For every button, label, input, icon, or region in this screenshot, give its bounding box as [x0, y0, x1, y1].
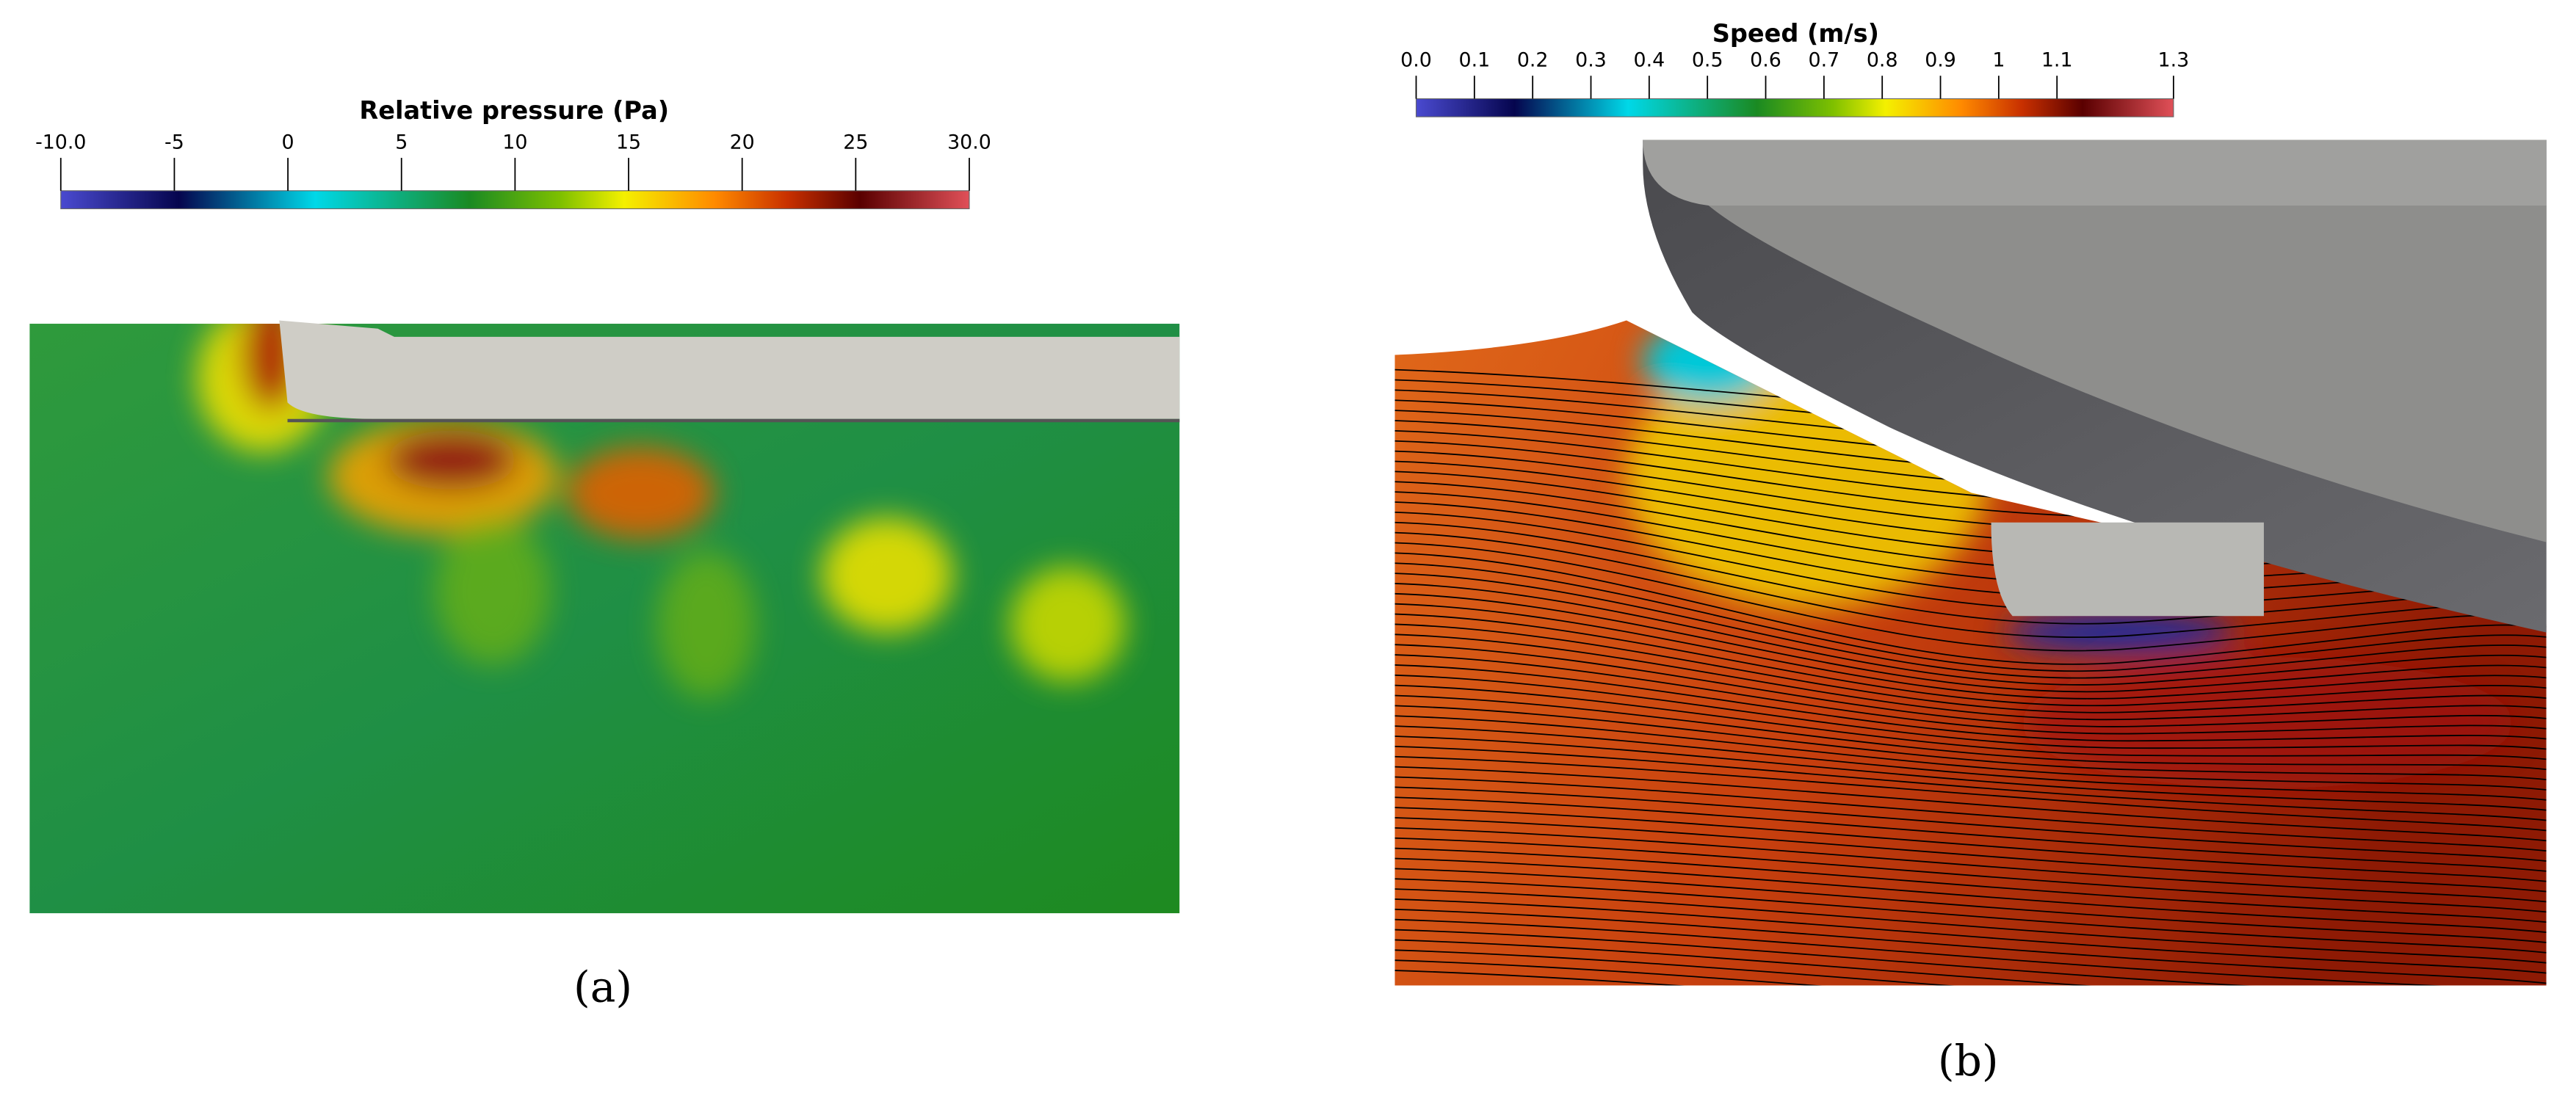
colorbar-tick-label: -10.0 — [35, 131, 86, 153]
colorbar-tick-label: 0.4 — [1634, 49, 1665, 72]
colorbar-tick-label: -5 — [164, 131, 184, 153]
panel-caption: (a) — [574, 962, 632, 1012]
colorbar — [60, 190, 970, 209]
colorbar-tick-label: 0.3 — [1575, 49, 1607, 72]
colorbar-tick-label: 0.7 — [1809, 49, 1840, 72]
colorbar-tick-label: 0.0 — [1400, 49, 1432, 72]
colorbar-tick-label: 0.5 — [1692, 49, 1723, 72]
colorbar-tick-label: 1 — [1992, 49, 2005, 72]
colorbar-tick-label: 15 — [616, 131, 641, 153]
colorbar-title: Relative pressure (Pa) — [359, 96, 669, 125]
colorbar-tick-label: 1.3 — [2158, 49, 2190, 72]
panel-caption: (b) — [1938, 1036, 1999, 1086]
colorbar-tick-label: 10 — [502, 131, 527, 153]
appendage — [1991, 522, 2264, 617]
colorbar-tick-label: 0.9 — [1925, 49, 1956, 72]
colorbar-tick-label: 0.8 — [1867, 49, 1898, 72]
colorbar-tick-label: 30.0 — [947, 131, 991, 153]
colorbar-tick-label: 1.1 — [2041, 49, 2073, 72]
colorbar-tick-label: 0.6 — [1750, 49, 1781, 72]
colorbar-tick-label: 0.1 — [1459, 49, 1491, 72]
colorbar-tick-label: 0 — [282, 131, 294, 153]
colorbar-tick-label: 25 — [843, 131, 868, 153]
colorbar-tick-label: 0.2 — [1517, 49, 1549, 72]
colorbar-title: Speed (m/s) — [1712, 19, 1879, 48]
hull-deck — [1643, 139, 2547, 206]
colorbar-tick-label: 5 — [395, 131, 408, 153]
hull-side — [1708, 205, 2547, 542]
colorbar-tick-label: 20 — [730, 131, 755, 153]
colorbar — [1415, 98, 2174, 117]
hull-a — [279, 320, 1180, 419]
